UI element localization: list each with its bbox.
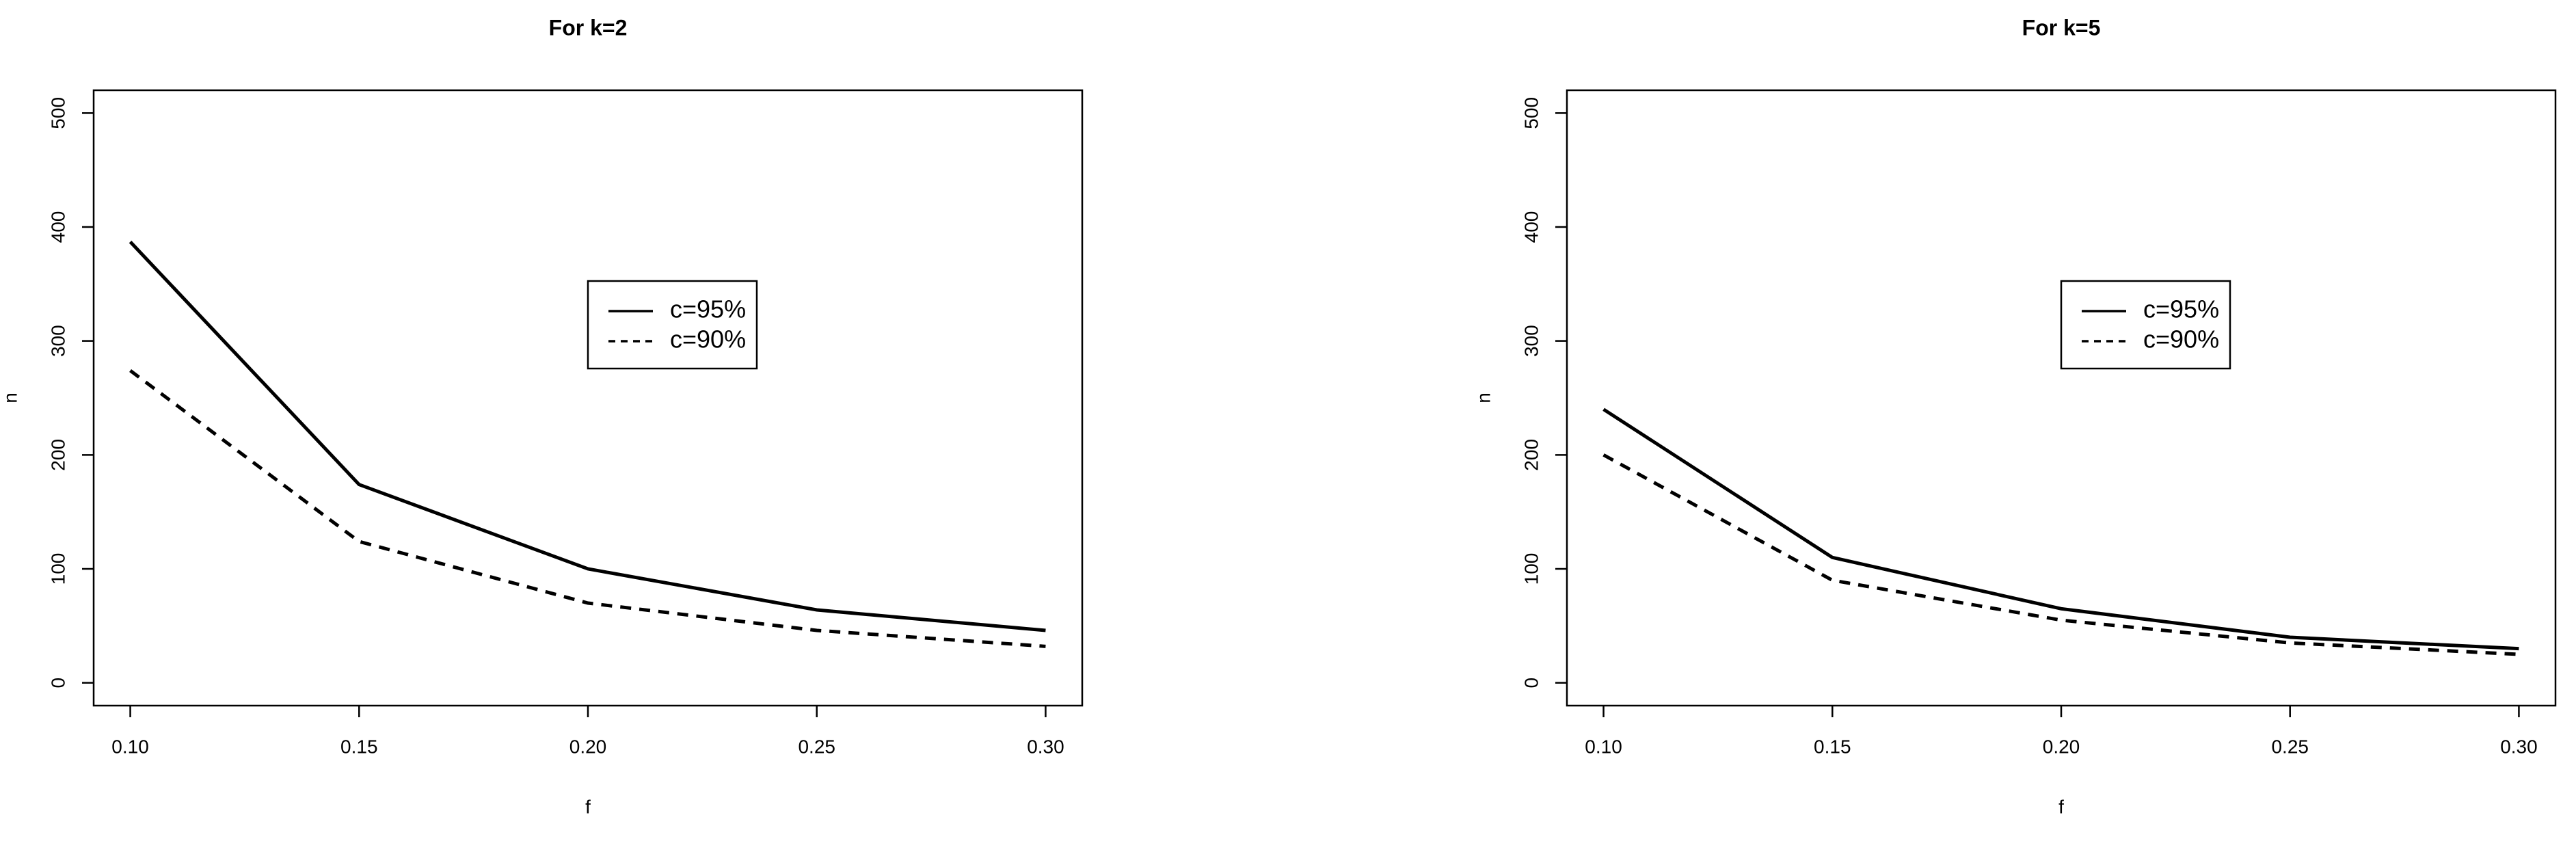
x-tick-label: 0.25	[2271, 736, 2309, 757]
x-tick-label: 0.20	[2043, 736, 2080, 757]
y-tick-label: 400	[1520, 211, 1542, 243]
y-tick-label: 500	[47, 97, 68, 129]
x-axis-label: f	[2058, 796, 2064, 817]
series-line	[129, 240, 1046, 632]
y-tick-label: 100	[1520, 553, 1542, 585]
y-axis-label: n	[1473, 392, 1494, 403]
y-tick-label: 100	[47, 553, 68, 585]
plot-frame	[1566, 89, 2557, 707]
legend-label: c=95%	[670, 295, 746, 323]
series-line	[1602, 408, 2519, 651]
x-tick-label: 0.10	[111, 736, 149, 757]
y-tick-label: 300	[1520, 325, 1542, 357]
legend-label: c=90%	[2143, 325, 2219, 353]
series-line	[129, 369, 1046, 648]
chart-title: For k=2	[549, 15, 628, 40]
x-axis-label: f	[585, 796, 591, 817]
y-tick-label: 200	[47, 439, 68, 471]
x-tick-label: 0.30	[1027, 736, 1064, 757]
x-tick-label: 0.20	[569, 736, 607, 757]
legend-label: c=90%	[670, 325, 746, 353]
y-tick-label: 200	[1520, 439, 1542, 471]
x-tick-label: 0.30	[2500, 736, 2538, 757]
y-tick-label: 0	[47, 678, 68, 689]
x-tick-label: 0.15	[340, 736, 378, 757]
x-tick-label: 0.25	[798, 736, 835, 757]
y-tick-label: 300	[47, 325, 68, 357]
series-line	[1602, 453, 2519, 656]
plot-frame	[92, 89, 1084, 707]
x-tick-label: 0.15	[1814, 736, 1851, 757]
y-tick-label: 0	[1520, 678, 1542, 689]
y-axis-label: n	[0, 392, 21, 403]
chart-title: For k=5	[2022, 15, 2101, 40]
y-tick-label: 400	[47, 211, 68, 243]
legend-box	[2060, 280, 2231, 370]
y-tick-label: 500	[1520, 97, 1542, 129]
legend-box	[587, 280, 758, 370]
x-tick-label: 0.10	[1585, 736, 1622, 757]
legend-label: c=95%	[2143, 295, 2219, 323]
